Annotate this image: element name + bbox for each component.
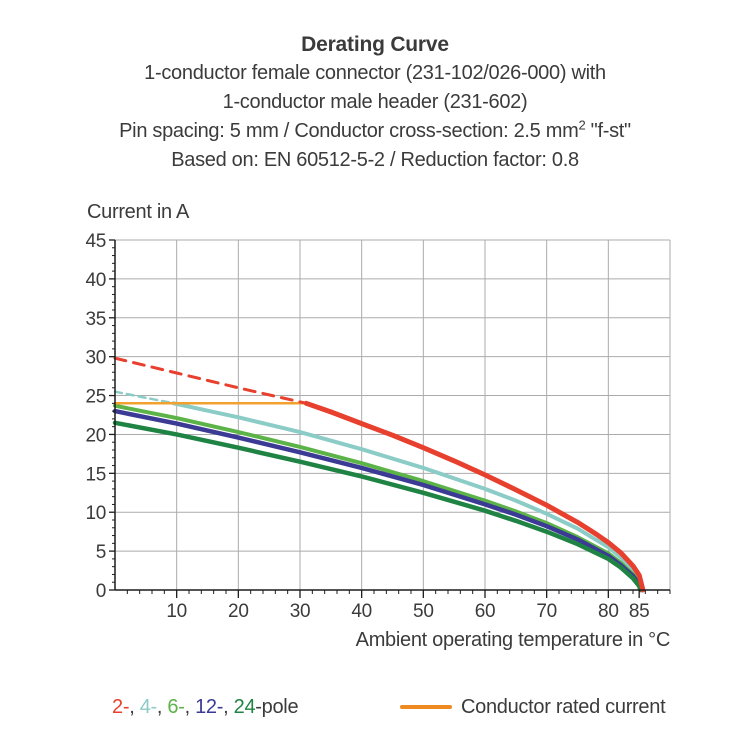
- chart-subtitle-spec: Pin spacing: 5 mm / Conductor cross-sect…: [0, 117, 750, 146]
- x-tick-label-50: 50: [413, 601, 434, 622]
- legend-pole-part-5: ,: [184, 696, 196, 718]
- series-curves: [112, 356, 646, 593]
- x-tick-label-10: 10: [166, 601, 187, 622]
- chart-subtitle-standard: Based on: EN 60512-5-2 / Reduction facto…: [171, 149, 579, 171]
- y-tick-label-5: 5: [96, 542, 106, 563]
- spec-superscript: 2: [578, 117, 586, 133]
- y-tick-label-15: 15: [85, 464, 106, 485]
- spec-text-post: "f-st": [585, 120, 631, 142]
- legend-pole-part-1: ,: [129, 696, 140, 718]
- legend-pole-part-4: 6-: [167, 696, 185, 718]
- grid: [115, 239, 671, 590]
- y-tick-label-10: 10: [85, 503, 106, 524]
- y-tick-label-0: 0: [96, 581, 106, 602]
- x-tick-label-85: 85: [629, 601, 650, 622]
- x-tick-label-30: 30: [290, 601, 311, 622]
- curve-2-pole: [303, 400, 646, 593]
- x-tick-label-20: 20: [228, 601, 249, 622]
- y-tick-label-40: 40: [85, 270, 106, 291]
- curve-6-pole: [113, 403, 644, 592]
- y-tick-label-20: 20: [85, 425, 106, 446]
- legend-poles: 2-, 4-, 6-, 12-, 24-pole: [112, 696, 299, 719]
- chart-header: Derating Curve 1-conductor female connec…: [0, 30, 750, 175]
- y-axis-title: Current in A: [87, 201, 190, 223]
- legend-pole-part-8: 24: [233, 696, 256, 718]
- x-tick-label-60: 60: [475, 601, 496, 622]
- x-tick-label-40: 40: [351, 601, 372, 622]
- rated-current-label: Conductor rated current: [461, 696, 666, 718]
- x-tick-label-80: 80: [598, 601, 619, 622]
- legend-pole-part-7: ,: [223, 696, 234, 718]
- curve-4-pole-dashed: [113, 390, 175, 405]
- legend-pole-part-9: -pole: [255, 696, 299, 718]
- legend-pole-part-0: 2-: [112, 696, 130, 718]
- curve-4-pole: [171, 401, 645, 592]
- y-tick-label-35: 35: [85, 309, 106, 330]
- y-tick-label-25: 25: [85, 387, 106, 408]
- y-tick-label-45: 45: [85, 231, 106, 252]
- spec-text-pre: Pin spacing: 5 mm / Conductor cross-sect…: [119, 120, 579, 142]
- y-tick-label-30: 30: [85, 348, 106, 369]
- chart-subtitle-header: 1-conductor male header (231-602): [222, 91, 528, 113]
- derating-chart: 10 20 30 40 50 60 70 80 85 0 5 10 15 20 25 30 35 40 45: [85, 231, 671, 622]
- legend-pole-part-3: ,: [156, 696, 168, 718]
- chart-title: Derating Curve: [301, 33, 449, 56]
- legend-pole-part-2: 4-: [139, 696, 157, 718]
- legend-pole-part-6: 12-: [195, 696, 224, 718]
- x-tick-label-70: 70: [536, 601, 557, 622]
- axes: [109, 239, 671, 598]
- x-axis-title: Ambient operating temperature in °C: [355, 629, 671, 651]
- curve-24-pole: [112, 420, 643, 593]
- rated-current-swatch: [400, 705, 452, 709]
- curve-2-pole-dashed: [113, 356, 308, 405]
- chart-subtitle-connector: 1-conductor female connector (231-102/02…: [144, 62, 606, 84]
